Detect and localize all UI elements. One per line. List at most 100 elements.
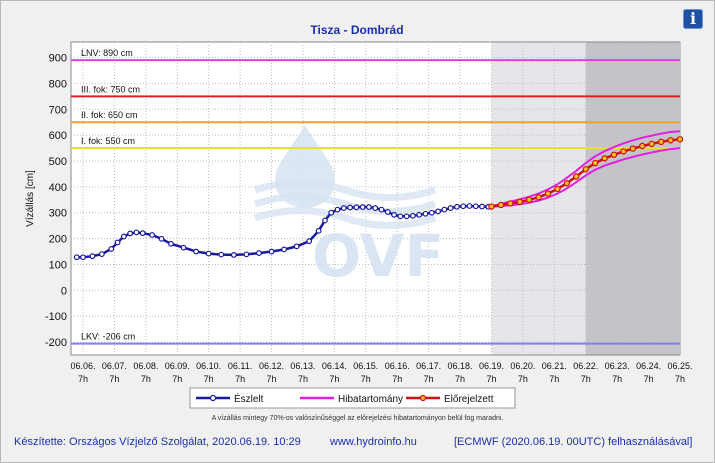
footer-website[interactable]: www.hydroinfo.hu [330,436,417,448]
info-icon[interactable]: i [683,9,703,29]
x-tick-label: 06.19. [479,361,504,371]
observed-point [397,213,404,220]
watermark-wave [253,193,437,215]
x-tick-hour: 7h [612,374,622,384]
observed-point [328,209,335,216]
x-tick-hour: 7h [424,374,434,384]
threshold-label: LNV: 890 cm [81,48,133,58]
x-tick-label: 06.16. [385,361,410,371]
x-tick-label: 06.13. [290,361,315,371]
observed-point [256,250,262,256]
watermark-wave [253,179,437,201]
observed-point [366,204,372,210]
watermark-text: OVF [312,222,444,290]
band-lower-line [491,147,681,208]
forecast-point [591,159,599,167]
observed-point [441,206,448,213]
x-tick-hour: 7h [109,374,119,384]
band-upper-line [491,130,681,208]
legend-marker [419,394,427,402]
observed-point [133,229,140,236]
chart-title: Tisza - Dombrád [310,23,403,37]
observed-point [479,203,485,210]
x-tick-hour: 7h [298,374,308,384]
observed-point [268,248,275,255]
x-tick-hour: 7h [392,374,402,384]
observed-point [359,204,366,210]
forecast-point [573,173,580,180]
footer-model: [ECMWF (2020.06.19. 00UTC) felhasználásá… [454,436,693,448]
y-tick-label: 100 [49,259,67,271]
x-tick-label: 06.25. [667,361,692,371]
forecast-far-region [585,42,680,355]
forecast-point [667,137,674,144]
forecast-point [601,155,608,162]
threshold-label: III. fok: 750 cm [81,84,140,94]
x-tick-hour: 7h [361,374,371,384]
observed-point [89,253,96,260]
x-tick-hour: 7h [486,374,496,384]
y-tick-label: 500 [49,156,67,168]
observed-point [347,204,353,211]
x-tick-label: 06.20. [510,361,535,371]
observed-point [460,203,467,210]
threshold-label: LKV: -206 cm [81,332,135,342]
observed-point [466,203,473,209]
x-tick-label: 06.14. [322,361,347,371]
observed-point [378,206,385,213]
observed-point [80,254,86,261]
observed-point [281,246,287,253]
x-tick-hour: 7h [581,374,591,384]
x-tick-hour: 7h [549,374,559,384]
x-tick-label: 06.21. [542,361,567,371]
x-tick-label: 06.17. [416,361,441,371]
observed-point [73,254,80,261]
legend-box [189,387,516,409]
y-tick-label: 300 [49,208,67,220]
x-tick-label: 06.09. [165,361,190,371]
y-tick-label: 200 [49,234,67,246]
legend-marker [209,394,217,402]
y-tick-label: 800 [49,78,67,90]
x-tick-label: 06.07. [102,361,127,371]
x-tick-hour: 7h [329,374,339,384]
legend-label: Előrejelzett [444,394,494,405]
forecast-point [525,196,533,203]
x-tick-label: 06.08. [133,361,158,371]
forecast-point [554,185,561,193]
observed-point [384,209,391,215]
observed-point [149,232,156,238]
observed-point [372,205,379,211]
observed-point [403,213,410,220]
observed-point [243,251,250,258]
x-tick-label: 06.22. [573,361,598,371]
observed-point [353,204,360,211]
x-tick-hour: 7h [204,374,214,384]
observed-point [114,239,121,246]
x-tick-label: 06.15. [353,361,378,371]
forecast-point [657,138,665,146]
x-tick-hour: 7h [644,374,654,384]
x-tick-hour: 7h [675,374,685,384]
forecast-point [676,136,684,143]
y-tick-label: 600 [49,130,67,142]
forecast-point [629,145,637,152]
observed-point [422,210,429,217]
x-tick-label: 06.06. [70,361,95,371]
y-tick-label: 900 [49,53,67,65]
observed-point [158,235,165,242]
observed-point [416,211,423,218]
x-tick-hour: 7h [172,374,182,384]
observed-point [180,244,187,251]
observed-point [447,205,454,211]
forecast-point [648,140,655,148]
x-tick-label: 06.11. [228,361,252,371]
observed-point [410,212,416,219]
observed-point [454,203,460,210]
observed-point [334,206,341,213]
x-tick-hour: 7h [518,374,528,384]
observed-point [293,243,300,250]
watermark-wave [253,207,437,229]
x-tick-hour: 7h [235,374,245,384]
